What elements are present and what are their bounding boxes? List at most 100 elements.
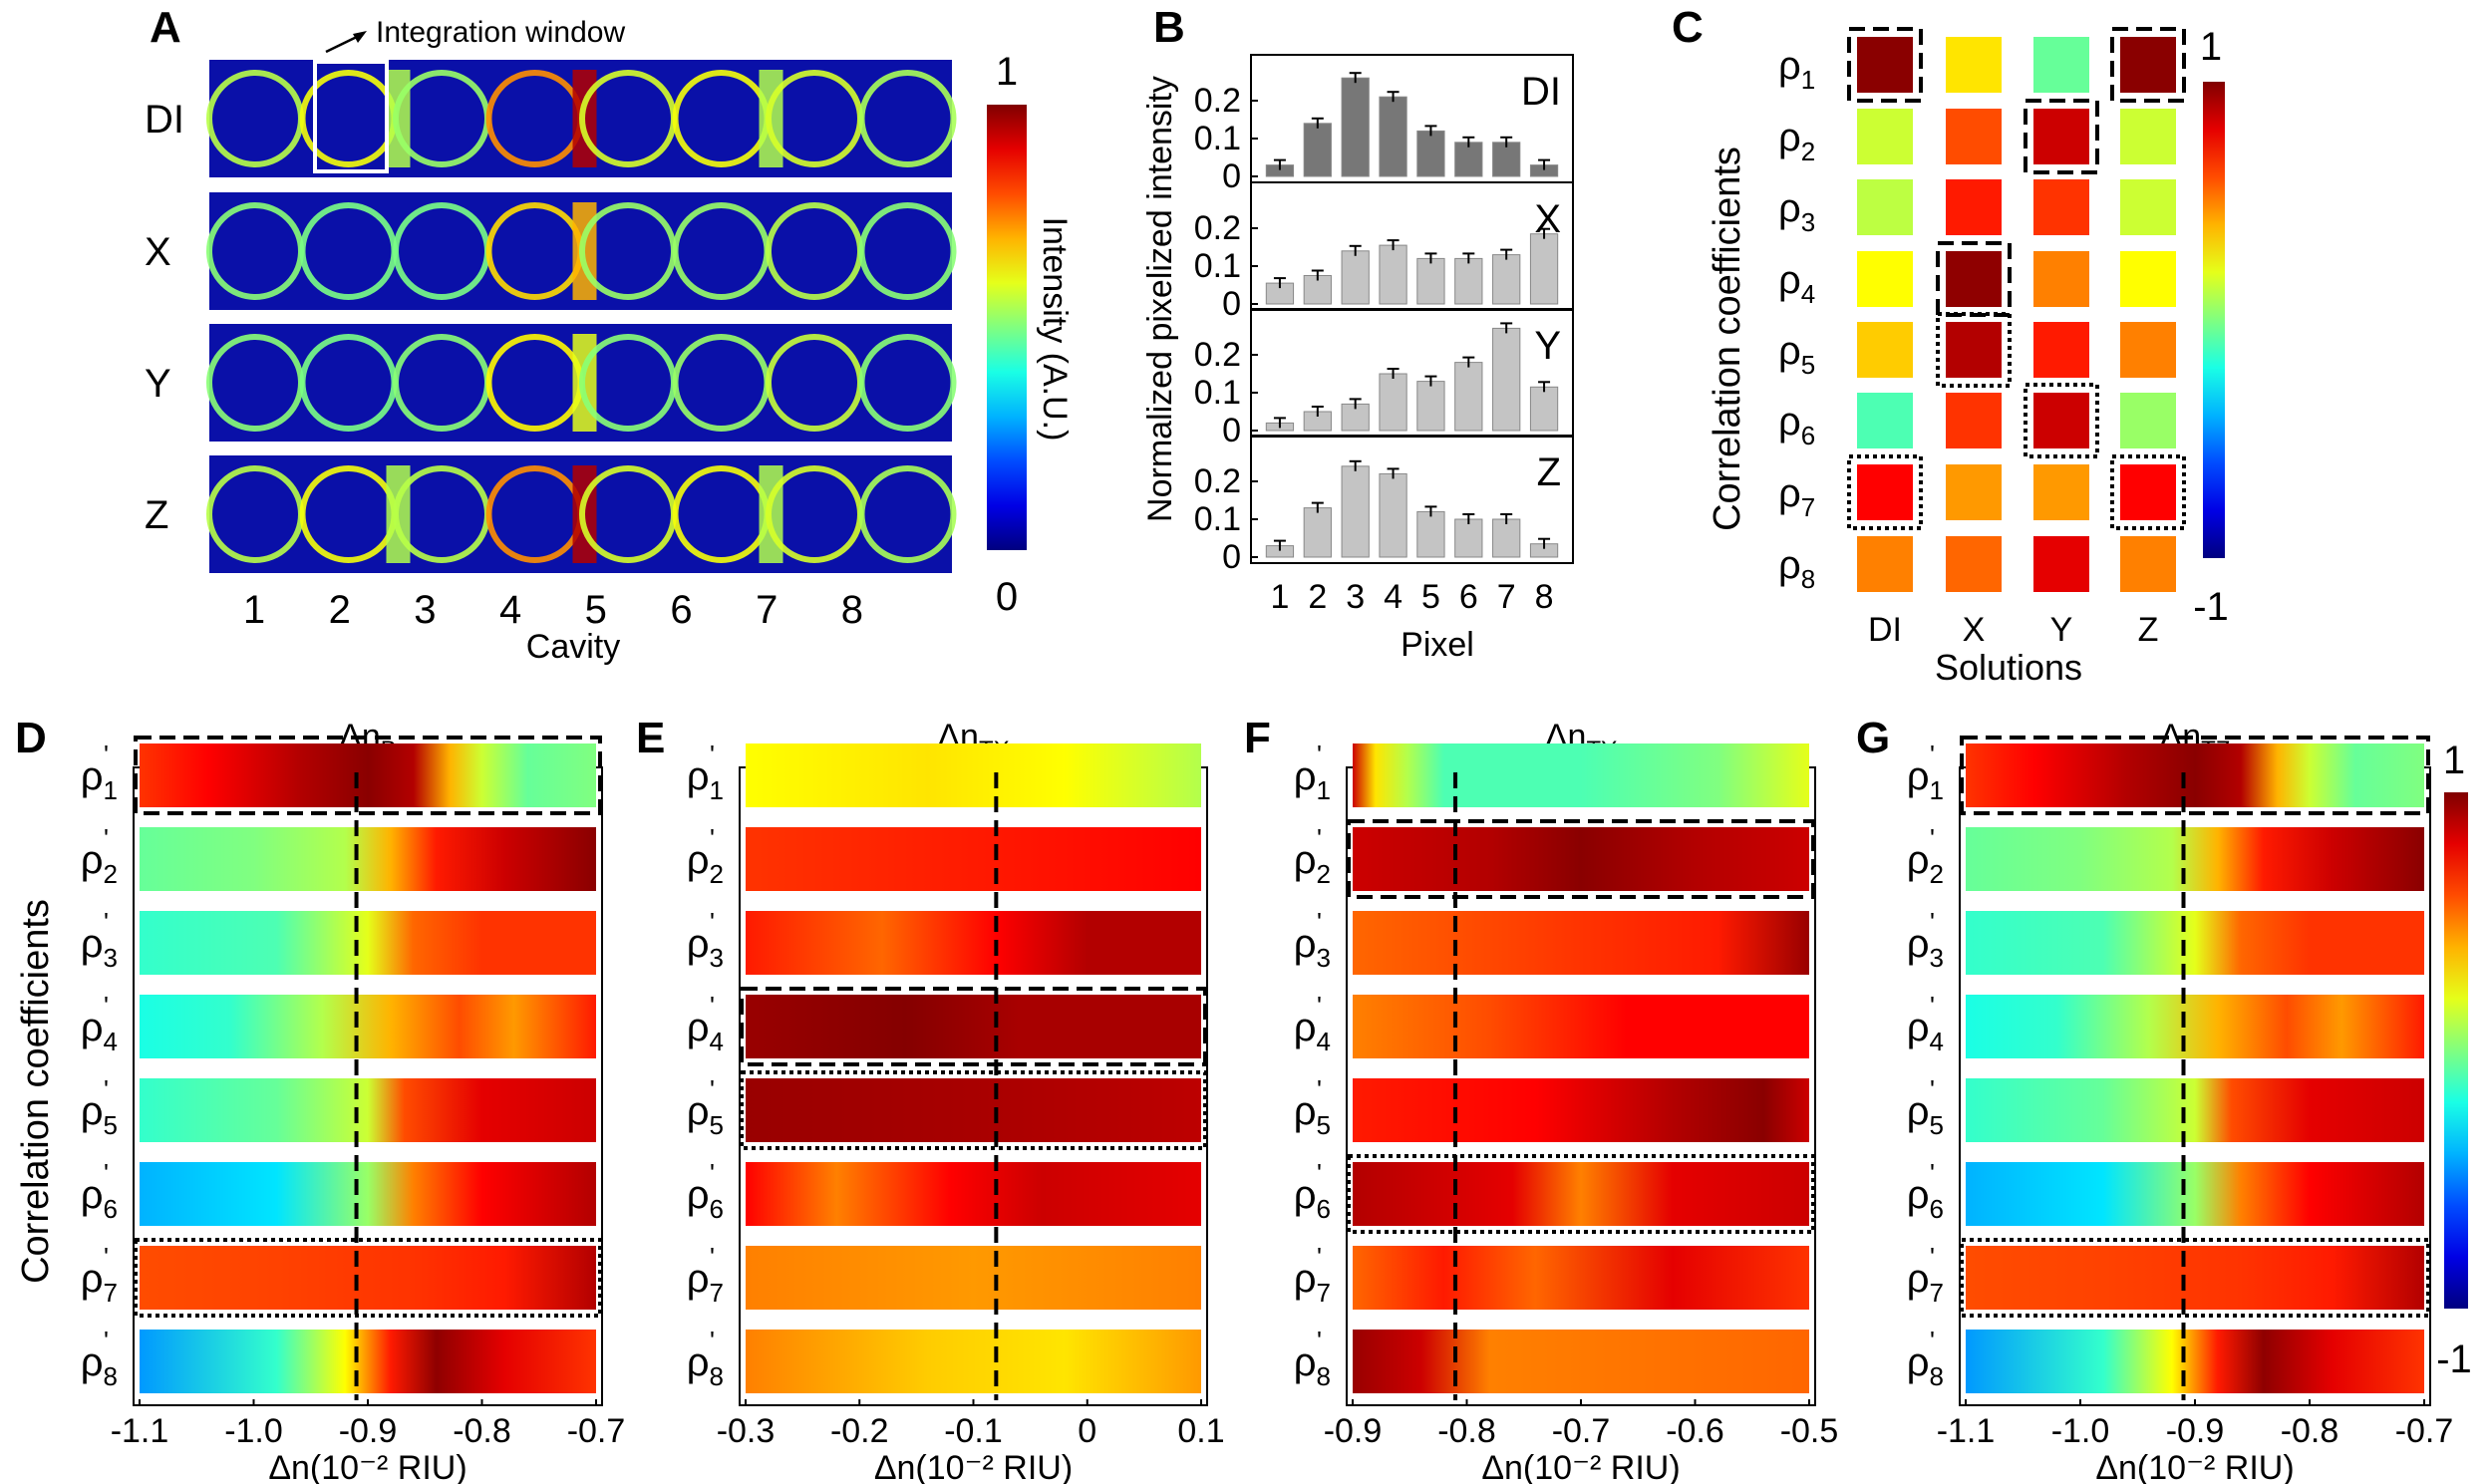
panel-c-row-label: ρ3 — [1778, 186, 1815, 237]
corr-bar-e-8 — [746, 1330, 1201, 1393]
row-label: ρ3' — [1294, 907, 1331, 973]
corr-cell-di-1 — [1857, 37, 1913, 93]
corr-cell-z-5 — [2120, 322, 2176, 378]
panel-b-xtick-1: 1 — [1270, 578, 1289, 616]
bar-y-8 — [1529, 386, 1559, 432]
bar-subplot-frame — [1250, 435, 1574, 564]
row-label: ρ3' — [81, 907, 118, 973]
row-label: ρ4' — [81, 991, 118, 1056]
panel-b-xtick-5: 5 — [1421, 578, 1440, 616]
corr-bar-e-7 — [746, 1246, 1201, 1310]
highlight-box — [134, 1238, 602, 1318]
panel-a-xtick-4: 4 — [499, 588, 521, 632]
corr-bar-e-1 — [746, 743, 1201, 807]
corr-cell-di-3 — [1857, 179, 1913, 235]
highlight-box — [2110, 454, 2186, 530]
row-label: ρ6' — [687, 1158, 724, 1224]
colorbar-c-min: -1 — [2193, 585, 2229, 629]
corr-cell-di-7 — [1857, 464, 1913, 520]
corr-cell-di-4 — [1857, 251, 1913, 307]
corr-cell-y-5 — [2033, 322, 2089, 378]
corr-bar-d-5 — [140, 1078, 596, 1142]
bar-di-3 — [1341, 77, 1370, 177]
bar-z-3 — [1341, 465, 1370, 558]
panel-b-label: B — [1153, 3, 1185, 52]
bar-x-3 — [1341, 250, 1370, 305]
row-label: ρ5' — [1294, 1074, 1331, 1140]
row-label: ρ7' — [1294, 1242, 1331, 1308]
panel-a: A Integration window DI X Y Z 1 2 3 4 5 6 7 8 Cavi… — [145, 3, 1074, 666]
x-tick-label: -1.0 — [224, 1412, 283, 1450]
panel-f-xlabel: Δn(10⁻² RIU) — [1481, 1449, 1680, 1484]
x-tick-label: -0.9 — [1324, 1412, 1383, 1450]
row-label: ρ1' — [81, 740, 118, 805]
corr-cell-x-5 — [1946, 322, 2002, 378]
x-tick-label: -0.9 — [2166, 1412, 2225, 1450]
colorbar-a-min: 0 — [996, 575, 1018, 619]
panel-b-xtick-8: 8 — [1535, 578, 1554, 616]
panel-a-xtick-2: 2 — [329, 588, 351, 632]
integration-window-box — [313, 60, 389, 173]
bar-y-5 — [1416, 381, 1445, 432]
highlight-box — [2024, 99, 2099, 174]
corr-cell-y-3 — [2033, 179, 2089, 235]
lower-panels: DΔnBρ1'ρ2'ρ3'ρ4'ρ5'ρ6'ρ7'ρ8'-1.1-1.0-0.9… — [15, 714, 2453, 1484]
panel-c-row-label: ρ5 — [1778, 329, 1815, 380]
corr-bar-f-5 — [1353, 1078, 1809, 1142]
panel-b-xtick-2: 2 — [1308, 578, 1327, 616]
bar-y-6 — [1454, 362, 1483, 432]
colorbar-g-min: -1 — [2436, 1337, 2472, 1381]
corr-bar-f-1 — [1353, 743, 1809, 807]
panel-a-xtick-6: 6 — [670, 588, 692, 632]
strip-label-y: Y — [145, 362, 171, 406]
strip-label-x: X — [145, 230, 171, 274]
bar-di-6 — [1454, 142, 1483, 177]
x-tick-label: -1.0 — [2051, 1412, 2110, 1450]
x-tick-label: -0.8 — [453, 1412, 511, 1450]
bar-y-4 — [1379, 373, 1407, 432]
row-label: ρ6' — [1294, 1158, 1331, 1224]
corr-cell-z-1 — [2120, 37, 2176, 93]
row-label: ρ2' — [81, 823, 118, 889]
y-tick-label: 0.2 — [1194, 209, 1241, 247]
row-label: ρ6' — [1907, 1158, 1944, 1224]
bar-subplot-label: Y — [1534, 324, 1561, 368]
colorbar-c-max: 1 — [2200, 25, 2222, 69]
row-label: ρ1' — [687, 740, 724, 805]
panel-b-xtick-3: 3 — [1346, 578, 1365, 616]
x-tick-label: -0.9 — [339, 1412, 398, 1450]
corr-bar-g-6 — [1966, 1162, 2424, 1226]
row-label: ρ6' — [81, 1158, 118, 1224]
panel-d-label: D — [15, 714, 47, 762]
cavity-strip-z — [206, 455, 957, 573]
bar-subplot-label: DI — [1521, 70, 1561, 114]
panel-a-xtick-8: 8 — [841, 588, 863, 632]
panel-c-col-label: X — [1963, 611, 1986, 649]
row-label: ρ8' — [687, 1326, 724, 1391]
bar-z-4 — [1379, 472, 1407, 558]
corr-cell-y-8 — [2033, 536, 2089, 592]
row-label: ρ8' — [1907, 1326, 1944, 1391]
y-tick-label: 0.1 — [1194, 500, 1241, 538]
panel-d-ylabel: Correlation coefficients — [15, 899, 57, 1284]
panel-c-xlabel: Solutions — [1935, 647, 2082, 688]
panel-c-row-label: ρ1 — [1778, 44, 1815, 95]
corr-bar-d-1 — [140, 743, 596, 807]
y-tick-label: 0.2 — [1194, 82, 1241, 120]
row-label: ρ1' — [1907, 740, 1944, 805]
y-tick-label: 0 — [1222, 412, 1241, 449]
bar-x-8 — [1529, 233, 1559, 305]
corr-bar-f-8 — [1353, 1330, 1809, 1393]
x-tick-label: -0.6 — [1666, 1412, 1724, 1450]
corr-cell-z-6 — [2120, 393, 2176, 448]
panel-g-xlabel: Δn(10⁻² RIU) — [2095, 1449, 2294, 1484]
corr-bar-d-4 — [140, 995, 596, 1058]
corr-bar-e-4 — [746, 995, 1201, 1058]
y-tick-label: 0.2 — [1194, 336, 1241, 374]
corr-bar-e-3 — [746, 911, 1201, 975]
x-tick-label: -0.7 — [2395, 1412, 2454, 1450]
y-tick-label: 0 — [1222, 285, 1241, 323]
integration-window-label: Integration window — [376, 16, 625, 49]
bar-z-5 — [1416, 510, 1445, 558]
x-tick-label: -0.3 — [717, 1412, 776, 1450]
